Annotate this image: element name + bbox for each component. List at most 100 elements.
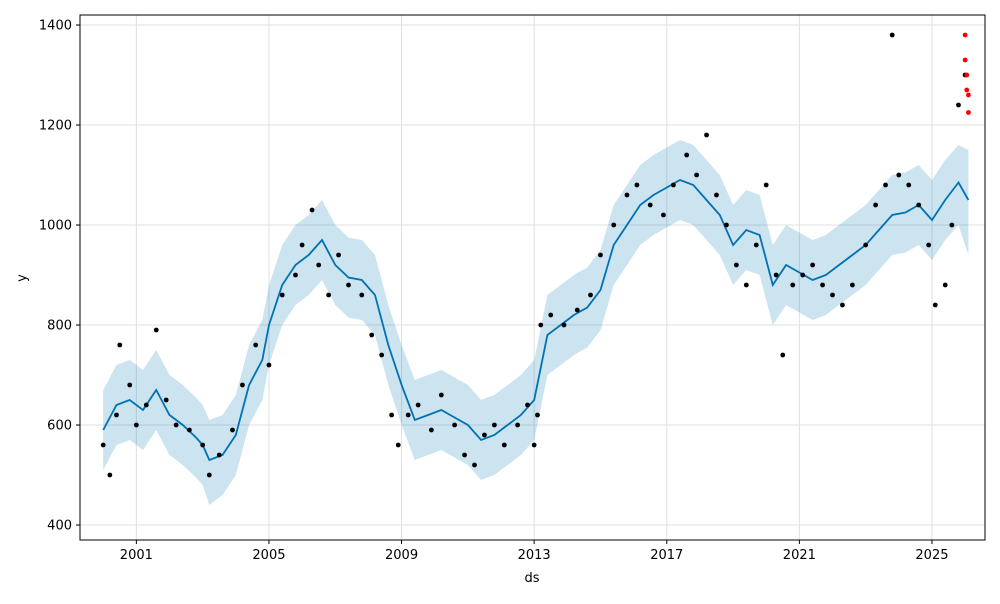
observed-point <box>491 422 497 428</box>
observed-point <box>415 402 421 408</box>
y-tick-label: 800 <box>47 319 72 334</box>
observed-point <box>753 242 759 248</box>
observed-point <box>773 272 779 278</box>
observed-point <box>200 442 206 448</box>
observed-point <box>186 427 192 433</box>
observed-point <box>896 172 902 178</box>
observed-point <box>849 282 855 288</box>
outlier-point <box>962 32 968 38</box>
observed-point <box>230 427 235 433</box>
y-tick-label: 1000 <box>39 219 72 234</box>
plot-background <box>80 15 985 540</box>
observed-point <box>379 352 385 358</box>
outlier-point <box>966 92 971 98</box>
y-axis-label: y <box>15 274 30 282</box>
observed-point <box>153 327 159 333</box>
x-tick-label: 2009 <box>385 548 418 563</box>
observed-point <box>830 292 835 298</box>
observed-point <box>926 242 932 248</box>
forecast-line <box>102 179 970 462</box>
observed-point <box>452 422 457 428</box>
observed-point <box>173 422 179 428</box>
observed-point <box>299 242 305 248</box>
observed-point <box>949 222 955 228</box>
observed-point <box>574 307 580 313</box>
outlier-point <box>962 57 968 63</box>
observed-point <box>206 472 212 478</box>
observed-point <box>820 282 825 288</box>
observed-point <box>561 322 567 328</box>
y-tick-label: 1400 <box>39 19 72 34</box>
x-tick-label: 2021 <box>783 548 816 563</box>
observed-point <box>956 102 961 108</box>
x-tick-label: 2005 <box>252 548 285 563</box>
observed-point <box>114 412 119 418</box>
x-axis-ticks: 2001 2005 2009 2013 2017 2021 2025 <box>120 540 949 563</box>
observed-point <box>389 412 395 418</box>
observed-point <box>883 182 888 188</box>
observed-point <box>501 442 507 448</box>
observed-point <box>790 282 796 288</box>
observed-point <box>611 222 617 228</box>
y-tick-label: 400 <box>47 519 72 534</box>
observed-point <box>634 182 640 188</box>
plot-frame <box>79 14 986 541</box>
observed-point <box>810 262 816 268</box>
observed-point <box>326 292 332 298</box>
x-tick-label: 2001 <box>120 548 153 563</box>
observed-point <box>346 282 351 288</box>
x-tick-label: 2025 <box>915 548 948 563</box>
observed-point <box>336 252 341 258</box>
observed-point <box>743 282 749 288</box>
observed-point <box>733 262 739 268</box>
x-tick-label: 2013 <box>518 548 551 563</box>
observed-point <box>873 202 879 208</box>
observed-point <box>598 252 603 258</box>
observed-point <box>932 302 938 308</box>
observed-point <box>538 322 544 328</box>
observed-point <box>369 332 375 338</box>
observed-point <box>405 412 411 418</box>
observed-point <box>714 192 719 198</box>
observed-point <box>127 382 133 388</box>
observed-point <box>624 192 630 198</box>
outlier-point <box>966 110 971 115</box>
observed-point <box>359 292 365 298</box>
observed-point <box>395 442 401 448</box>
observed-point <box>309 207 315 213</box>
observed-point <box>163 397 169 403</box>
observed-point <box>253 342 259 348</box>
outlier-point <box>964 87 970 93</box>
observed-point <box>535 412 540 418</box>
observed-point <box>863 242 869 248</box>
forecast-line-layer <box>102 179 970 462</box>
observed-point <box>472 462 477 468</box>
observed-point <box>531 442 537 448</box>
outlier-point <box>964 72 970 78</box>
observed-point <box>889 32 895 38</box>
observed-point <box>133 422 139 428</box>
observed-point <box>670 182 676 188</box>
observed-point <box>266 362 272 368</box>
observed-point <box>647 202 653 208</box>
outlier-points-layer <box>962 32 971 115</box>
x-axis-label: ds <box>524 571 539 586</box>
observed-point <box>548 312 554 318</box>
y-tick-label: 1200 <box>39 119 72 134</box>
observed-point <box>840 302 845 308</box>
observed-point <box>661 212 666 218</box>
observed-points-layer <box>100 32 968 478</box>
observed-point <box>107 472 113 478</box>
observed-point <box>525 402 530 408</box>
observed-point <box>216 452 222 458</box>
observed-point <box>763 182 769 188</box>
observed-point <box>293 272 298 278</box>
observed-point <box>694 172 699 178</box>
observed-point <box>906 182 912 188</box>
observed-point <box>916 202 922 208</box>
observed-point <box>240 382 245 388</box>
observed-point <box>482 432 487 438</box>
observed-point <box>279 292 285 298</box>
